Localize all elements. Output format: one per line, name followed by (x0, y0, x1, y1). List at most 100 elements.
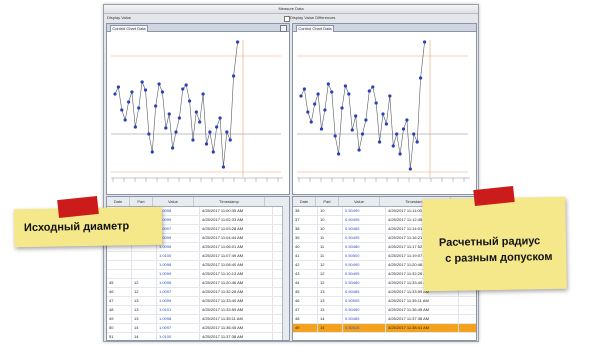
data-point (236, 40, 240, 44)
data-point (371, 85, 375, 89)
left-table-scrollbar[interactable] (282, 206, 289, 340)
cell-part: 10 (318, 207, 343, 215)
cell-date: 43 (293, 270, 318, 278)
table-row[interactable]: 49 13 1.0098 4/25/2017 11:35:11 AM (107, 315, 289, 324)
table-row[interactable]: 51 14 1.0100 4/25/2017 11:37:38 AM (107, 333, 289, 340)
data-point (313, 102, 317, 106)
data-point (157, 82, 161, 86)
cell-timestamp: 4/25/2017 11:06:01 AM (200, 243, 273, 251)
cell-date: 46 (107, 288, 132, 296)
cell-timestamp: 4/25/2017 11:03:28 AM (200, 225, 273, 233)
col-part[interactable]: Part (130, 197, 153, 206)
col-value[interactable]: Value (153, 197, 194, 206)
left-table-body: 1.0098 4/25/2017 11:00:35 AM 1.0099 4/25/20… (107, 207, 289, 340)
left-chart-tab[interactable]: Control Chart Data (110, 25, 148, 32)
cell-timestamp: 4/25/2017 11:35:11 AM (200, 315, 273, 323)
right-sticky-note: Расчетный радиус с разным допуском (422, 196, 567, 292)
table-row[interactable]: 48 14 0.50485 4/25/2017 11:37:38 AM (293, 315, 476, 324)
series-line (300, 77, 421, 170)
data-point (347, 92, 351, 96)
data-point (330, 90, 334, 94)
data-point (160, 90, 165, 94)
data-point (130, 90, 134, 94)
cell-date (107, 261, 132, 269)
table-row[interactable]: 45 13 0.50485 4/25/2017 11:33:59 AM (293, 288, 476, 297)
data-point (422, 40, 427, 44)
cell-timestamp: 4/25/2017 11:07:49 AM (200, 252, 273, 260)
cell-timestamp: 4/25/2017 11:33:59 AM (386, 288, 459, 296)
cell-timestamp: 4/25/2017 11:04:44 AM (200, 234, 273, 242)
measure-data-window: Measure Data Display Value Display Value… (103, 4, 479, 342)
cell-value: 0.50490 (343, 261, 386, 269)
cell-date: 50 (107, 324, 132, 332)
cell-part: 10 (318, 216, 343, 224)
data-point (360, 132, 365, 136)
col-date[interactable]: Date (293, 197, 316, 206)
cell-date (107, 252, 132, 260)
cell-value: 0.50490 (343, 306, 386, 314)
data-point (405, 118, 409, 122)
cell-value: 0.50495 (343, 234, 386, 242)
cell-value: 0.50485 (343, 288, 386, 296)
col-date[interactable]: Date (107, 197, 130, 206)
data-point (367, 89, 371, 93)
cell-value: 1.0096 (157, 243, 200, 251)
data-point (215, 125, 219, 129)
table-row[interactable]: 46 13 0.50505 4/25/2017 11:35:11 AM (293, 297, 476, 306)
cell-part: 10 (318, 225, 343, 233)
display-diff-checkbox[interactable] (284, 16, 290, 22)
col-timestamp[interactable]: Timestamp (194, 197, 265, 206)
data-point (225, 130, 229, 134)
left-chart-pane: Control Chart Data (106, 23, 290, 195)
cell-date: 45 (293, 288, 318, 296)
right-chart-pane: Control Chart Data (292, 23, 477, 195)
table-row[interactable]: 1.0098 4/25/2017 11:08:40 AM (107, 261, 289, 270)
cell-timestamp: 4/25/2017 11:08:40 AM (200, 261, 273, 269)
right-data-table: Date Part Value Timestamp 38 10 0.50490 4/2… (292, 196, 477, 341)
data-point (181, 87, 185, 91)
left-pin-icon[interactable] (280, 25, 287, 32)
table-row[interactable]: 48 13 1.0101 4/25/2017 11:33:59 AM (107, 306, 289, 315)
table-row[interactable]: 50 14 1.0097 4/25/2017 11:36:45 AM (107, 324, 289, 333)
cell-part: 13 (318, 288, 343, 296)
cell-value: 1.0096 (157, 279, 200, 287)
data-point (140, 80, 144, 84)
cell-timestamp: 4/25/2017 11:00:35 AM (200, 207, 273, 215)
table-row[interactable]: 1.0100 4/25/2017 11:07:49 AM (107, 252, 289, 261)
table-row[interactable]: 47 13 1.0099 4/25/2017 11:33:40 AM (107, 297, 289, 306)
cell-part: 12 (318, 270, 343, 278)
data-point (381, 112, 385, 116)
data-point (174, 130, 178, 134)
table-row[interactable]: 45 12 1.0096 4/25/2017 11:20:46 AM (107, 279, 289, 288)
data-point (211, 150, 215, 154)
data-point (326, 82, 330, 86)
table-row[interactable]: 49 14 0.50515 4/25/2017 11:38:41 AM (293, 324, 476, 333)
data-point (228, 138, 232, 142)
col-value[interactable]: Value (339, 197, 380, 206)
cell-value: 0.50485 (343, 315, 386, 323)
data-point (319, 127, 324, 131)
table-row[interactable]: 1.0099 4/25/2017 11:10:13 AM (107, 270, 289, 279)
col-part[interactable]: Part (316, 197, 339, 206)
right-tabstrip: Control Chart Data (293, 24, 476, 32)
left-display-label: Display Value (107, 15, 132, 20)
cell-date: 41 (293, 252, 318, 260)
table-row[interactable]: 47 13 0.50490 4/25/2017 11:36:45 AM (293, 306, 476, 315)
data-point (357, 148, 361, 152)
cell-part: 14 (132, 333, 157, 340)
cell-timestamp: 4/25/2017 11:33:40 AM (200, 297, 273, 305)
table-row[interactable]: 1.0096 4/25/2017 11:06:01 AM (107, 243, 289, 252)
cell-part (132, 252, 157, 260)
cell-value: 0.50505 (343, 297, 386, 305)
cell-value: 1.0098 (157, 207, 200, 215)
cell-date: 44 (293, 279, 318, 287)
data-point (177, 116, 181, 120)
data-point (309, 120, 313, 124)
cell-timestamp: 4/25/2017 11:10:13 AM (200, 270, 273, 278)
table-row[interactable]: 46 12 1.0097 4/25/2017 11:32:26 AM (107, 288, 289, 297)
cell-value: 1.0099 (157, 270, 200, 278)
data-point (302, 87, 307, 91)
right-chart-tab[interactable]: Control Chart Data (296, 25, 334, 32)
cell-part (132, 243, 157, 251)
cell-part: 13 (132, 315, 157, 323)
